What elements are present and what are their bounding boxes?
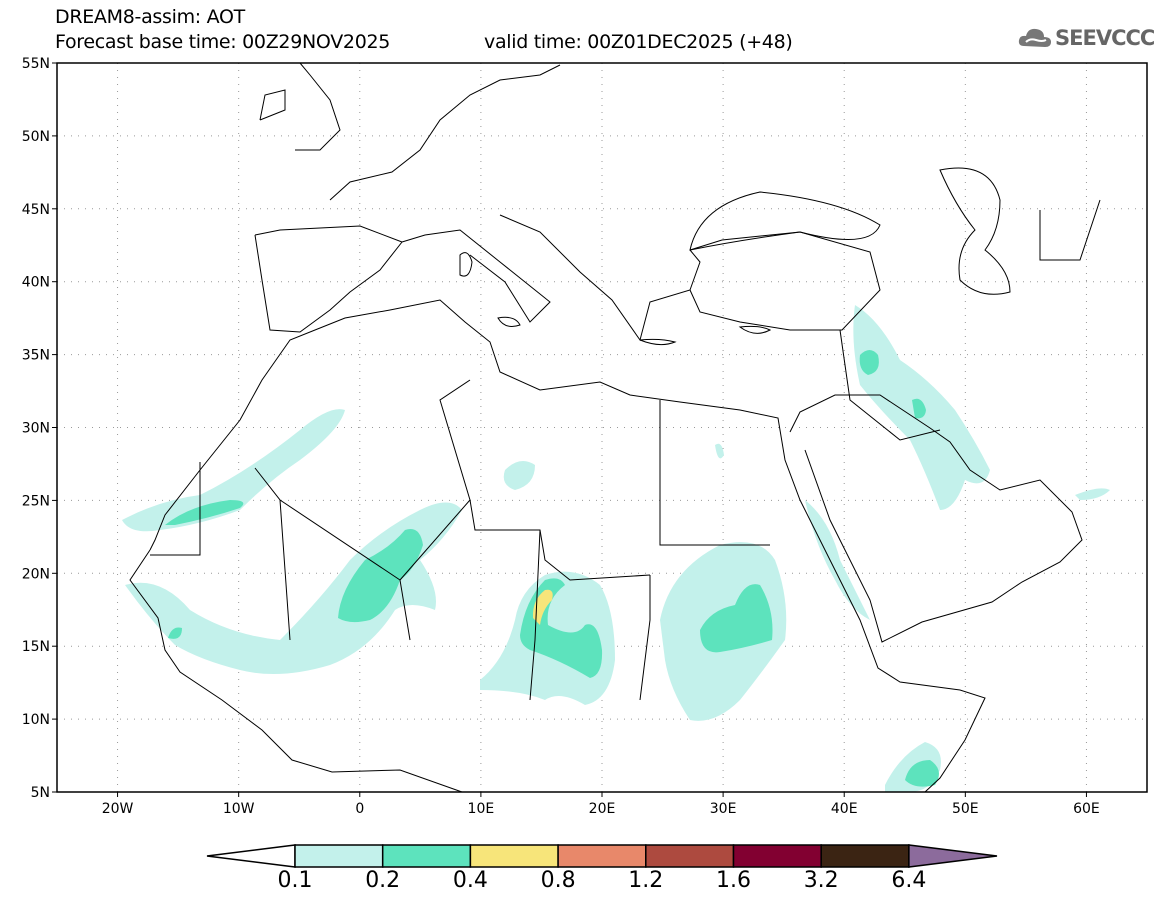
- cloud-icon: [1018, 28, 1051, 47]
- lon-label: 60E: [1073, 801, 1100, 817]
- lat-label: 10N: [22, 712, 50, 728]
- colorbar-segment: [732, 844, 822, 868]
- lat-label: 45N: [22, 202, 50, 218]
- product-title: DREAM8-assim: AOT: [55, 6, 245, 28]
- lat-label: 35N: [22, 348, 50, 364]
- lon-label: 10W: [223, 801, 255, 817]
- valid-time: valid time: 00Z01DEC2025 (+48): [484, 31, 793, 53]
- lon-label: 20W: [102, 801, 134, 817]
- colorbar-segment: [381, 844, 472, 868]
- lon-label: 0: [355, 801, 364, 817]
- lat-label: 55N: [22, 56, 50, 72]
- logo-text: SEEVCCC: [1055, 26, 1155, 50]
- colorbar-segment: [294, 844, 384, 868]
- colorbar-segment: [820, 844, 910, 868]
- colorbar-segment: [645, 844, 735, 868]
- lon-label: 50E: [952, 801, 979, 817]
- lat-label: 50N: [22, 129, 50, 145]
- colorbar-label: 6.4: [891, 868, 927, 893]
- colorbar-label: 1.6: [716, 868, 751, 893]
- coastlines-borders: [129, 62, 1101, 793]
- lat-label: 30N: [22, 421, 50, 437]
- lon-label: 20E: [589, 801, 616, 817]
- colorbar-label: 0.4: [452, 868, 488, 893]
- aot-band-0-1-0-2: [122, 305, 1110, 792]
- colorbar-label: 0.2: [365, 868, 401, 893]
- colorbar-label: 1.2: [628, 868, 664, 893]
- colorbar: [206, 844, 998, 868]
- lat-label: 20N: [22, 566, 50, 582]
- lat-label: 40N: [22, 275, 50, 291]
- dust-aot-field: [122, 305, 1110, 792]
- lat-label: 25N: [22, 493, 50, 509]
- colorbar-segment: [557, 844, 647, 868]
- aot-band-0-2-0-4: [165, 350, 939, 787]
- lon-label: 40E: [831, 801, 858, 817]
- seevccc-logo: SEEVCCC: [1018, 26, 1155, 50]
- lat-label: 15N: [22, 639, 50, 655]
- lat-label: 5N: [31, 785, 50, 801]
- colorbar-label: 3.2: [803, 868, 839, 893]
- forecast-base-time: Forecast base time: 00Z29NOV2025: [55, 31, 391, 53]
- colorbar-upper-triangle: [908, 844, 998, 868]
- colorbar-segment: [469, 844, 559, 868]
- lon-label: 10E: [468, 801, 495, 817]
- colorbar-label: 0.1: [277, 868, 313, 893]
- axes: 55N 50N 45N 40N 35N 30N 25N 20N 15N 10N 5N 20W 10W 0 1…: [22, 56, 1100, 817]
- colorbar-label: 0.8: [540, 868, 576, 893]
- aot-band-0-4-0-8: [532, 589, 553, 625]
- colorbar-lower-triangle: [206, 844, 296, 868]
- lon-label: 30E: [710, 801, 737, 817]
